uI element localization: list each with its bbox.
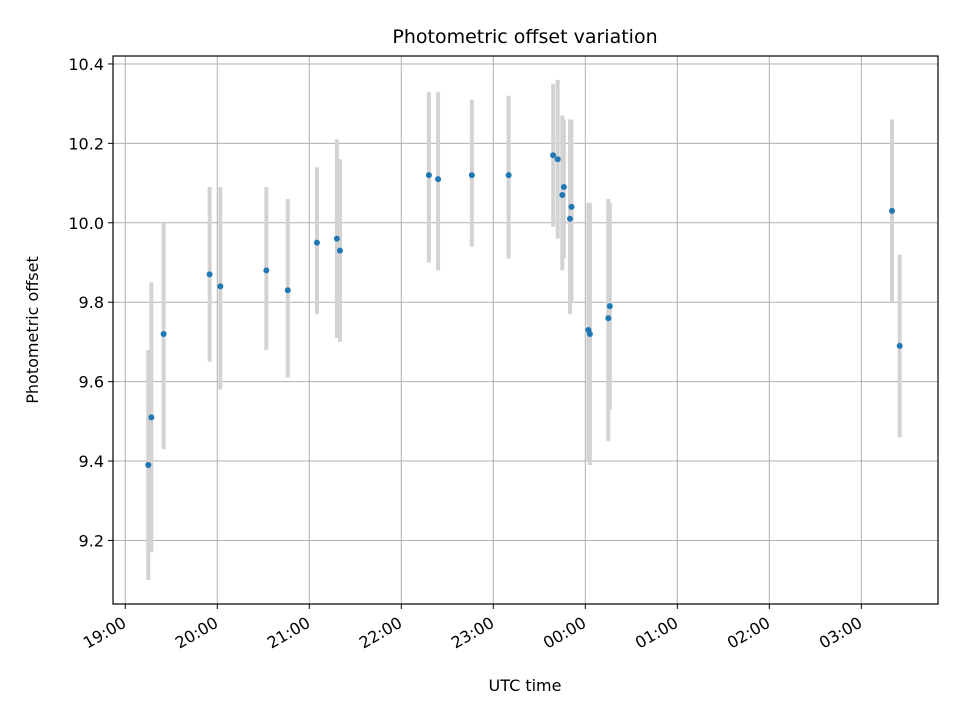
chart-title: Photometric offset variation <box>392 26 657 48</box>
data-point <box>160 330 167 337</box>
plot-area-frame <box>112 55 939 605</box>
grid <box>113 56 938 604</box>
y-tick-label: 9.4 <box>79 452 104 471</box>
data-point <box>888 207 895 214</box>
y-tick-label: 9.8 <box>79 293 104 312</box>
data-point <box>586 330 593 337</box>
data-point <box>560 184 567 191</box>
data-point <box>425 172 432 179</box>
data-point <box>550 152 557 159</box>
data-point <box>468 172 475 179</box>
y-tick-label: 10.2 <box>68 134 104 153</box>
data-point <box>554 156 561 163</box>
data-point <box>568 203 575 210</box>
y-tick-label: 10.0 <box>68 214 104 233</box>
data-points <box>145 152 903 469</box>
data-point <box>145 462 152 469</box>
data-point <box>333 235 340 242</box>
data-point <box>284 287 291 294</box>
data-point <box>566 215 573 222</box>
data-point <box>605 315 612 322</box>
y-tick-label: 10.4 <box>68 55 104 74</box>
data-point <box>206 271 213 278</box>
data-point <box>896 342 903 349</box>
data-point <box>435 176 442 183</box>
y-tick-label: 9.2 <box>79 531 104 550</box>
y-tick-label: 9.6 <box>79 373 104 392</box>
data-point <box>217 283 224 290</box>
data-point <box>313 239 320 246</box>
data-point <box>336 247 343 254</box>
y-axis-label: Photometric offset <box>23 256 42 404</box>
data-point <box>606 303 613 310</box>
data-point <box>559 191 566 198</box>
data-point <box>505 172 512 179</box>
data-point <box>148 414 155 421</box>
data-point <box>263 267 270 274</box>
x-axis-label: UTC time <box>489 676 562 695</box>
y-axis-ticks: 9.2 9.4 9.6 9.8 10.0 10.2 10.4 <box>68 55 113 550</box>
